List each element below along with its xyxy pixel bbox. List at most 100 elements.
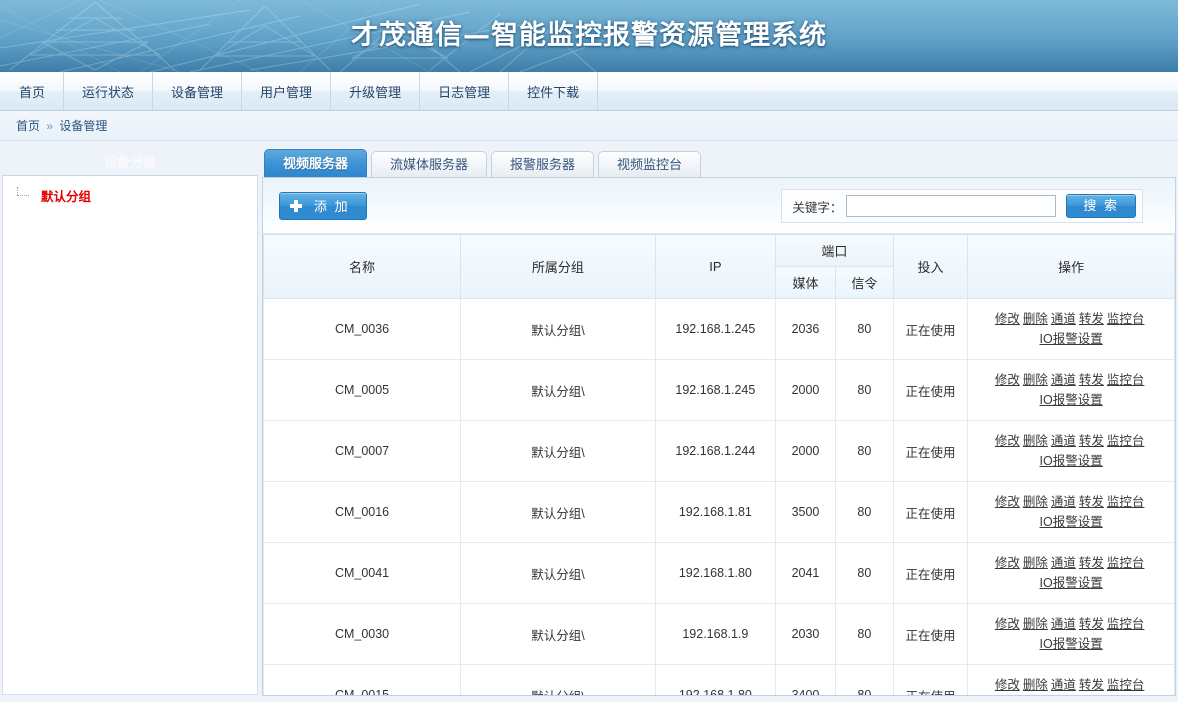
op-link-console[interactable]: 监控台	[1106, 678, 1145, 692]
server-table: 名称 所属分组 IP 端口 投入 操作 媒体 信令 CM_0036 默认分组\ 19…	[263, 234, 1175, 695]
app-banner: 才茂通信—智能监控报警资源管理系统	[0, 0, 1178, 72]
cell-group: 默认分组\	[460, 298, 656, 360]
nav-item-user[interactable]: 用户管理	[242, 72, 332, 110]
op-link-edit[interactable]: 修改	[994, 495, 1020, 509]
cell-operations: 修改 删除 通道 转发 监控台 IO报警设置	[967, 298, 1175, 360]
op-link-forward[interactable]: 转发	[1078, 556, 1104, 570]
op-link-console[interactable]: 监控台	[1106, 617, 1145, 631]
op-link-channel[interactable]: 通道	[1050, 373, 1076, 387]
op-link-io-alarm-settings[interactable]: IO报警设置	[1039, 515, 1103, 529]
op-link-console[interactable]: 监控台	[1106, 495, 1145, 509]
op-link-channel[interactable]: 通道	[1050, 678, 1076, 692]
op-link-delete[interactable]: 删除	[1022, 556, 1048, 570]
op-link-console[interactable]: 监控台	[1106, 556, 1145, 570]
op-link-edit[interactable]: 修改	[994, 434, 1020, 448]
op-link-forward[interactable]: 转发	[1078, 373, 1104, 387]
op-link-io-alarm-settings[interactable]: IO报警设置	[1039, 454, 1103, 468]
cell-name: CM_0005	[263, 359, 462, 421]
op-link-channel[interactable]: 通道	[1050, 312, 1076, 326]
op-link-forward[interactable]: 转发	[1078, 678, 1104, 692]
tab-alarm-server[interactable]: 报警服务器	[491, 151, 595, 177]
cell-group: 默认分组\	[460, 542, 656, 604]
tab-video-server[interactable]: 视频服务器	[264, 149, 368, 177]
cell-group: 默认分组\	[460, 359, 656, 421]
op-link-channel[interactable]: 通道	[1050, 617, 1076, 631]
table-body: CM_0036 默认分组\ 192.168.1.245 2036 80 正在使用 修改 删除…	[263, 298, 1175, 695]
cell-port-media: 2036	[774, 298, 837, 360]
op-link-gap	[1144, 309, 1147, 329]
table-row: CM_0030 默认分组\ 192.168.1.9 2030 80 正在使用 修改 删除 通…	[263, 603, 1175, 665]
nav-item-status[interactable]: 运行状态	[64, 72, 154, 110]
main-navigation: 首页 运行状态 设备管理 用户管理 升级管理 日志管理 控件下载	[0, 72, 1178, 111]
tab-stream-server[interactable]: 流媒体服务器	[371, 151, 488, 177]
table-row: CM_0005 默认分组\ 192.168.1.245 2000 80 正在使用 修改 删除…	[263, 359, 1175, 421]
th-port: 端口	[774, 234, 894, 267]
cell-port-media: 2000	[774, 420, 837, 482]
op-link-delete[interactable]: 删除	[1022, 373, 1048, 387]
nav-item-download[interactable]: 控件下载	[509, 72, 599, 110]
op-link-delete[interactable]: 删除	[1022, 678, 1048, 692]
op-link-console[interactable]: 监控台	[1106, 373, 1145, 387]
cell-port-signal: 80	[835, 603, 894, 665]
op-link-channel[interactable]: 通道	[1050, 556, 1076, 570]
add-button-label: 添 加	[314, 199, 350, 214]
breadcrumb-home[interactable]: 首页	[16, 119, 41, 133]
tree-item-default-group[interactable]: 默认分组	[3, 184, 257, 206]
table-row: CM_0016 默认分组\ 192.168.1.81 3500 80 正在使用 修改 删除 …	[263, 481, 1175, 543]
op-link-gap	[1144, 553, 1147, 573]
op-link-io-alarm-settings[interactable]: IO报警设置	[1039, 637, 1103, 651]
op-link-io-alarm-settings[interactable]: IO报警设置	[1039, 393, 1103, 407]
op-link-forward[interactable]: 转发	[1078, 434, 1104, 448]
op-link-edit[interactable]: 修改	[994, 678, 1020, 692]
op-link-channel[interactable]: 通道	[1050, 434, 1076, 448]
op-link-delete[interactable]: 删除	[1022, 495, 1048, 509]
op-link-forward[interactable]: 转发	[1078, 617, 1104, 631]
op-link-console[interactable]: 监控台	[1106, 312, 1145, 326]
breadcrumb-current: 设备管理	[59, 119, 108, 133]
breadcrumb-separator: »	[46, 119, 54, 133]
th-ops: 操作	[967, 234, 1175, 299]
th-port-media: 媒体	[774, 266, 837, 299]
search-button[interactable]: 搜 索	[1066, 194, 1136, 218]
op-link-delete[interactable]: 删除	[1022, 617, 1048, 631]
op-link-channel[interactable]: 通道	[1050, 495, 1076, 509]
cell-group: 默认分组\	[460, 481, 656, 543]
cell-ip: 192.168.1.245	[654, 359, 776, 421]
cell-operations: 修改 删除 通道 转发 监控台 IO报警设置	[967, 542, 1175, 604]
op-link-forward[interactable]: 转发	[1078, 495, 1104, 509]
op-link-edit[interactable]: 修改	[994, 617, 1020, 631]
cell-status: 正在使用	[892, 298, 969, 360]
cell-name: CM_0016	[263, 481, 462, 543]
op-link-edit[interactable]: 修改	[994, 556, 1020, 570]
cell-operations: 修改 删除 通道 转发 监控台 IO报警设置	[967, 603, 1175, 665]
server-type-tabs: 视频服务器 流媒体服务器 报警服务器 视频监控台	[262, 149, 1176, 177]
cell-group: 默认分组\	[460, 664, 656, 695]
cell-status: 正在使用	[892, 664, 969, 695]
sidebar-title: 设备分组	[103, 154, 156, 169]
op-link-edit[interactable]: 修改	[994, 373, 1020, 387]
cell-operations: 修改 删除 通道 转发 监控台 IO报警设置	[967, 664, 1175, 695]
content-area: 视频服务器 流媒体服务器 报警服务器 视频监控台 添 加 关键字： 搜 索	[262, 149, 1178, 702]
add-button[interactable]: 添 加	[279, 191, 367, 220]
op-link-io-alarm-settings[interactable]: IO报警设置	[1039, 576, 1103, 590]
op-link-edit[interactable]: 修改	[994, 312, 1020, 326]
op-link-gap	[1144, 614, 1147, 634]
nav-item-home[interactable]: 首页	[0, 72, 65, 110]
search-input[interactable]	[846, 195, 1057, 217]
op-link-forward[interactable]: 转发	[1078, 312, 1104, 326]
cell-ip: 192.168.1.80	[654, 664, 776, 695]
tab-video-console[interactable]: 视频监控台	[598, 151, 702, 177]
cell-port-media: 3400	[774, 664, 837, 695]
cell-port-signal: 80	[835, 542, 894, 604]
op-link-io-alarm-settings[interactable]: IO报警设置	[1039, 332, 1103, 346]
cell-port-signal: 80	[835, 481, 894, 543]
nav-item-upgrade[interactable]: 升级管理	[331, 72, 421, 110]
op-link-delete[interactable]: 删除	[1022, 434, 1048, 448]
op-link-console[interactable]: 监控台	[1106, 434, 1145, 448]
cell-name: CM_0036	[263, 298, 462, 360]
nav-item-log[interactable]: 日志管理	[420, 72, 510, 110]
cell-name: CM_0030	[263, 603, 462, 665]
op-link-delete[interactable]: 删除	[1022, 312, 1048, 326]
cell-name: CM_0041	[263, 542, 462, 604]
nav-item-device[interactable]: 设备管理	[153, 72, 243, 110]
